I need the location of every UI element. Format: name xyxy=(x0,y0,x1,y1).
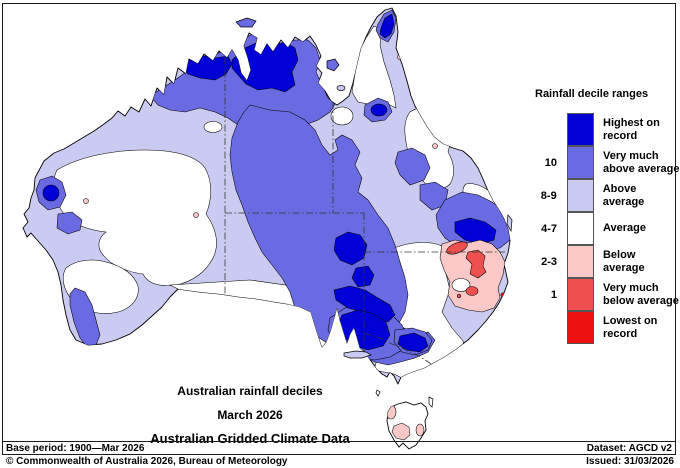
legend-label: Very much below average xyxy=(603,281,679,307)
groote-eylandt xyxy=(326,58,340,72)
kangaroo-island xyxy=(343,350,372,359)
region-hr-wa-coast xyxy=(42,184,60,202)
legend-decile-range: 10 xyxy=(544,156,557,169)
region-vmb-nsw-2 xyxy=(465,249,487,279)
region-ba-tas-west xyxy=(391,422,411,441)
footer-copyright-row: © Commonwealth of Australia 2026, Bureau… xyxy=(2,456,678,467)
legend-label: Very much above average xyxy=(603,149,680,175)
region-ba-dot-wa1 xyxy=(83,198,89,204)
base-period-text: Base period: 1900—Mar 2026 xyxy=(6,442,145,454)
legend-swatch-below xyxy=(566,244,594,278)
region-average-hole-nt xyxy=(203,121,223,133)
region-hr-cape-tip xyxy=(379,13,395,39)
footer-strip: Base period: 1900—Mar 2026 Dataset: AGCD… xyxy=(2,441,676,455)
map-title: Australian rainfall deciles xyxy=(177,384,323,398)
legend-label: Lowest on record xyxy=(603,314,658,340)
legend: Rainfall decile ranges Highest on record… xyxy=(533,88,680,344)
legend-swatch-highest xyxy=(567,112,594,146)
region-ba-tas-east xyxy=(415,423,425,437)
legend-row-very-much-below: 1 Very much below average xyxy=(533,277,680,311)
region-average-hole-gulf xyxy=(330,106,354,126)
king-island xyxy=(375,389,381,397)
region-ba-dot-qld xyxy=(432,143,438,149)
decile-regions xyxy=(35,9,510,383)
state-borders xyxy=(224,57,505,365)
legend-swatch-very-much-above xyxy=(567,145,594,179)
legend-swatch-above xyxy=(566,178,594,212)
legend-row-below: 2-3 Below average xyxy=(533,244,680,278)
legend-row-average: 4-7 Average xyxy=(533,211,680,245)
region-ba-dot-wa2 xyxy=(193,212,199,218)
legend-decile-range: 2-3 xyxy=(541,255,557,268)
dataset-text: Dataset: AGCD v2 xyxy=(586,442,672,454)
legend-label: Above average xyxy=(602,182,645,208)
fraser-island xyxy=(506,214,513,233)
region-hr-sa-2 xyxy=(351,265,375,288)
region-vma-wa-coast2 xyxy=(56,211,83,235)
legend-decile-range: 4-7 xyxy=(541,222,557,235)
legend-row-highest: Highest on record xyxy=(533,112,680,146)
legend-swatch-average xyxy=(567,211,594,245)
legend-label: Average xyxy=(603,222,647,234)
legend-decile-range: 1 xyxy=(550,288,557,301)
region-hr-nsw-north xyxy=(454,217,497,245)
region-hr-sa-3 xyxy=(333,285,396,323)
map-subtitle-dataset: Australian Gridded Climate Data xyxy=(150,431,350,446)
legend-swatch-very-much-below xyxy=(567,277,594,311)
map-titles: Australian rainfall deciles March 2026 A… xyxy=(60,384,440,446)
region-ba-dot-vic xyxy=(389,377,395,383)
copyright-text: © Commonwealth of Australia 2026, Bureau… xyxy=(6,456,288,467)
region-vmb-nsw-3 xyxy=(465,286,479,296)
very-much-below-regions xyxy=(446,241,487,299)
mornington-island xyxy=(336,85,346,91)
islands xyxy=(235,17,513,408)
region-vma-qld-mid xyxy=(394,147,431,186)
region-ba-nsw xyxy=(439,239,506,313)
region-hr-qld-nw xyxy=(370,103,388,117)
legend-decile-range: 8-9 xyxy=(540,189,557,202)
legend-row-very-much-above: 10 Very much above average xyxy=(533,145,680,179)
legend-label: Below average xyxy=(602,248,645,274)
legend-swatch-lowest xyxy=(567,310,594,344)
tasmania-regions xyxy=(387,404,425,441)
region-hr-vic-east xyxy=(397,332,429,353)
map-subtitle-period: March 2026 xyxy=(217,408,283,422)
region-average-hole-nsw xyxy=(451,278,471,292)
region-vma-central xyxy=(229,104,436,366)
region-vmb-nsw-4 xyxy=(456,293,462,299)
melville-island xyxy=(235,17,257,28)
legend-row-lowest: Lowest on record xyxy=(533,310,680,344)
region-ba-dot-cape xyxy=(397,54,403,60)
legend-label: Highest on record xyxy=(603,116,660,142)
tasmania xyxy=(386,401,429,450)
legend-title: Rainfall decile ranges xyxy=(535,88,649,100)
region-lowest-nsw-coast xyxy=(500,292,506,298)
flinders-island xyxy=(428,396,434,408)
issued-text: Issued: 31/03/2026 xyxy=(586,456,674,467)
legend-row-above: 8-9 Above average xyxy=(533,178,680,212)
border-nsw-vic xyxy=(363,332,432,365)
